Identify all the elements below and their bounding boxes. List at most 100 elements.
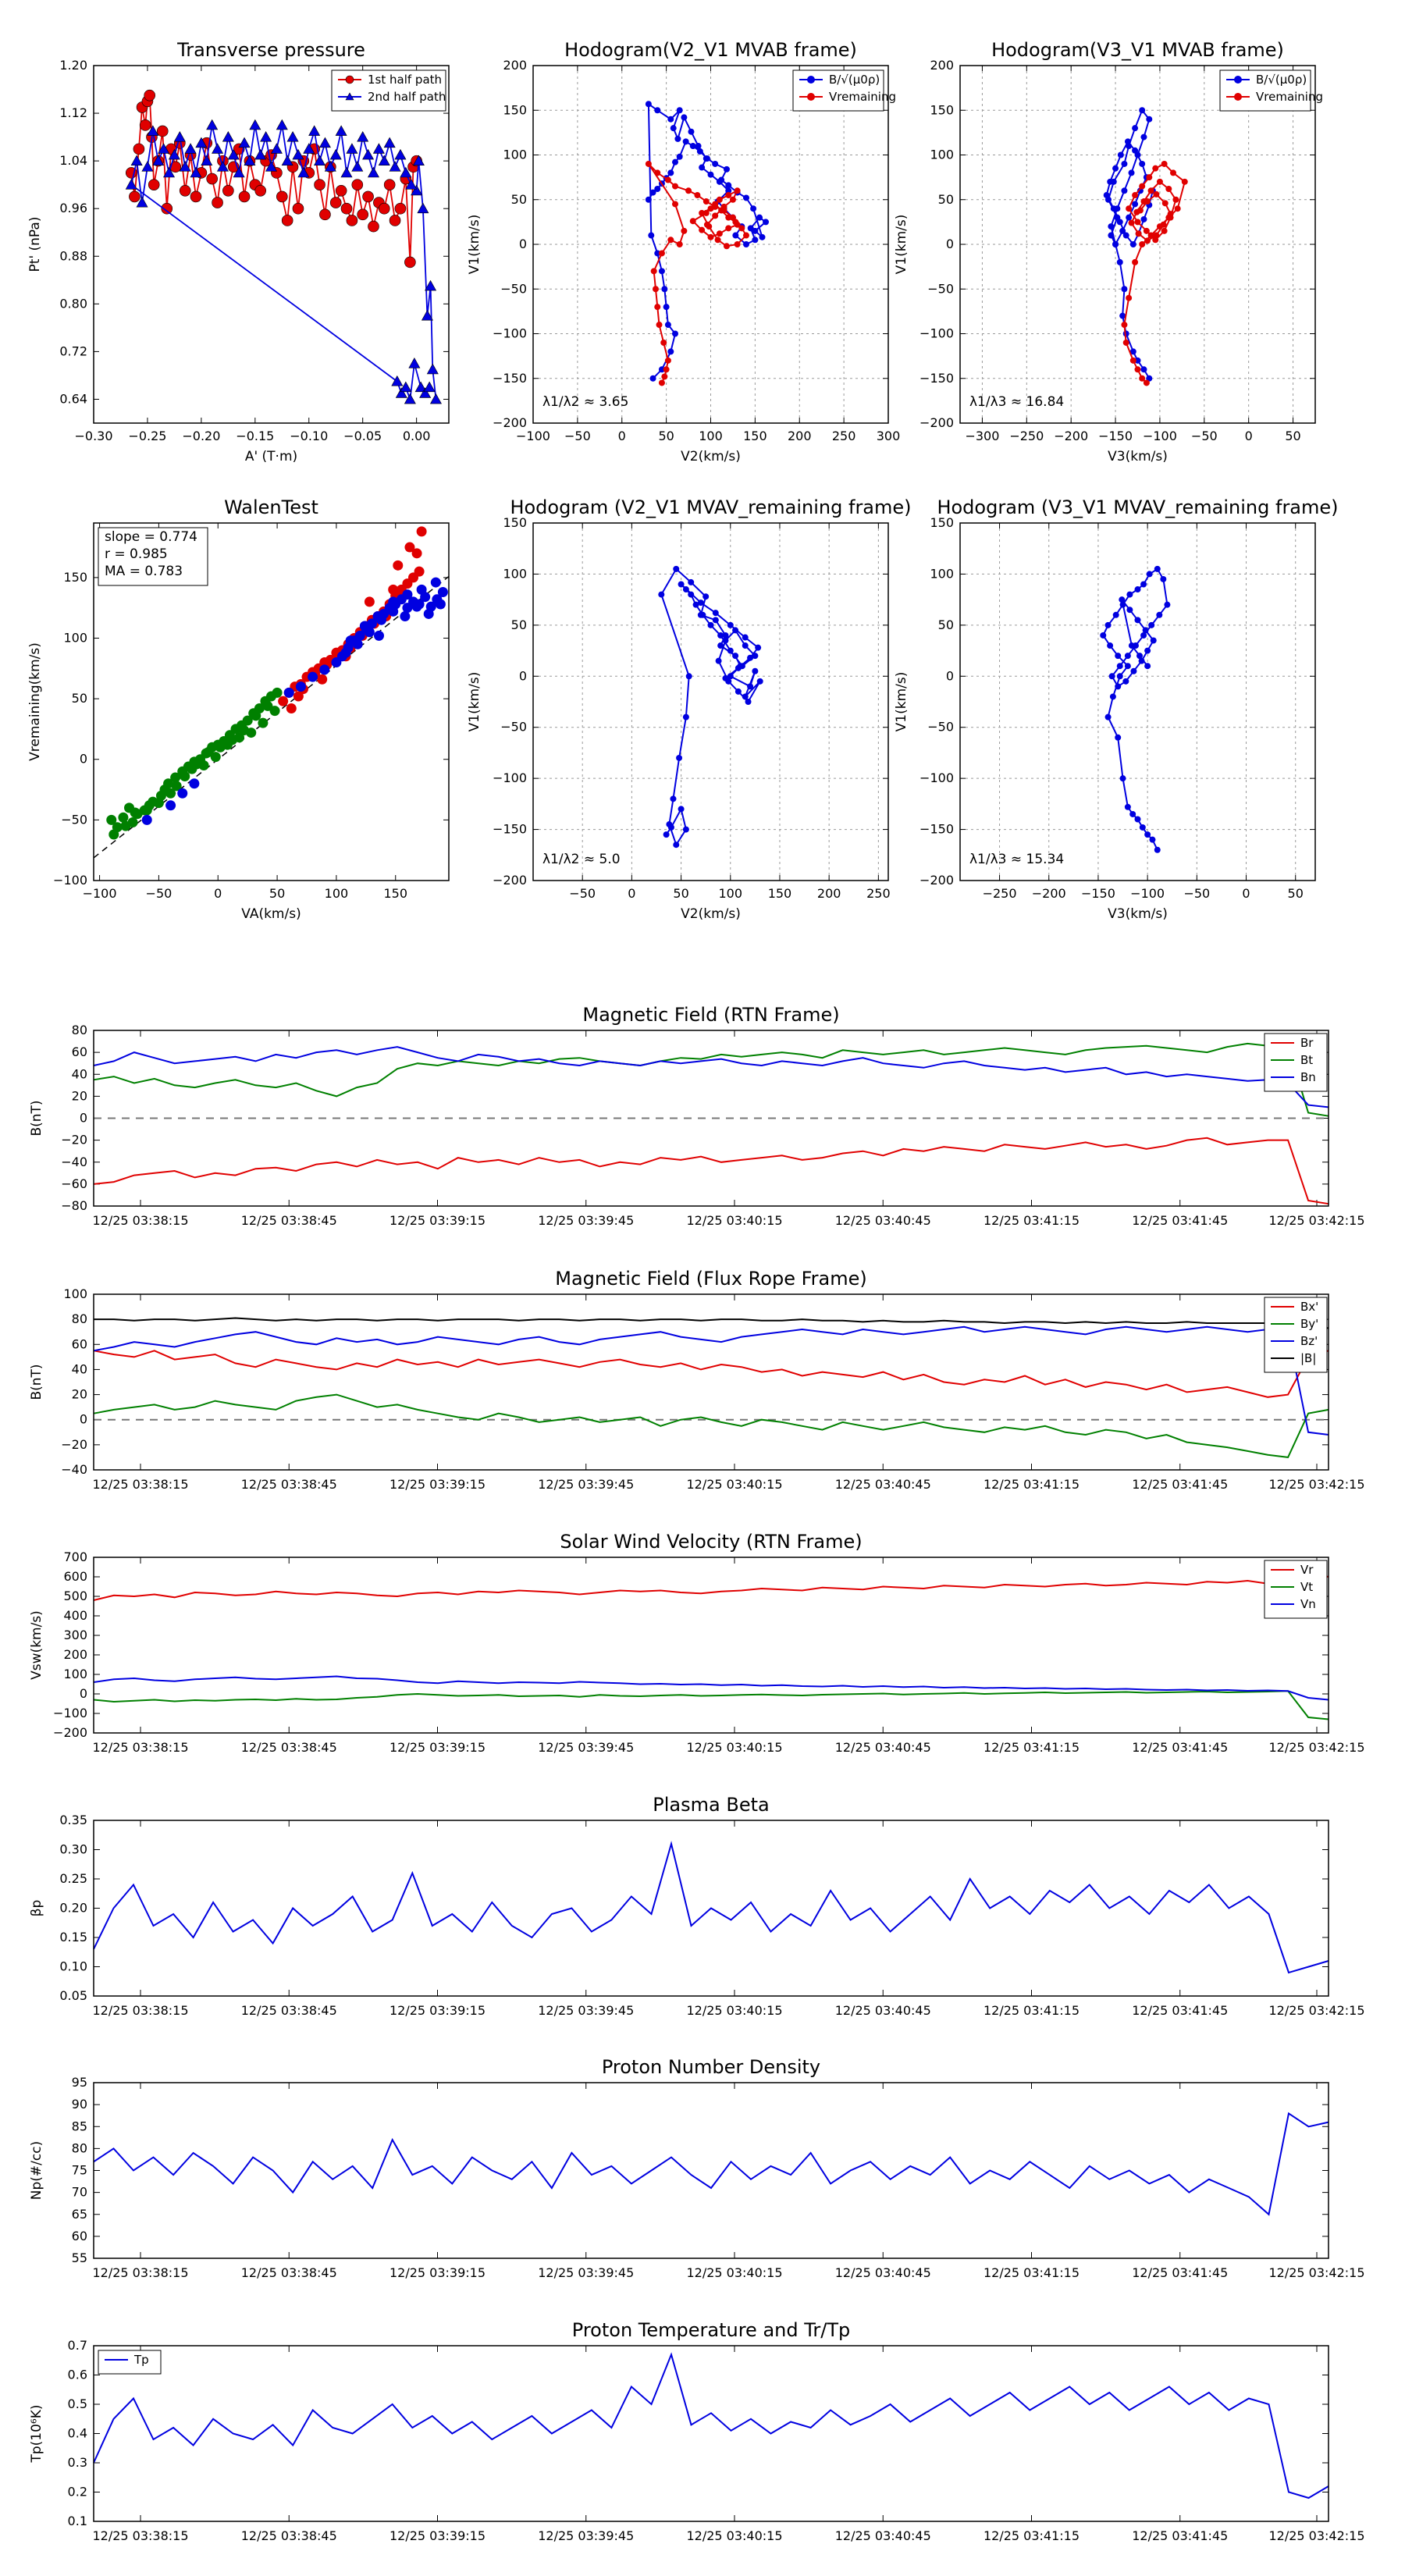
legend-label: Vt — [1300, 1580, 1313, 1594]
y-tick-label: 80 — [72, 1311, 87, 1326]
plot-frame — [93, 1030, 1329, 1207]
data-point — [1112, 611, 1119, 618]
data-point — [133, 143, 145, 155]
y-axis-label: Pt' (nPa) — [27, 217, 43, 272]
data-point — [227, 148, 240, 160]
x-tick-label: 12/25 03:40:15 — [686, 1740, 782, 1755]
data-point — [664, 322, 671, 329]
data-point — [1139, 107, 1146, 114]
data-point — [674, 135, 681, 142]
y-tick-label: −150 — [493, 822, 527, 837]
data-point — [1116, 219, 1123, 226]
data-point — [269, 706, 280, 717]
x-tick-label: 200 — [788, 429, 812, 443]
data-point — [735, 664, 742, 671]
data-point — [697, 600, 704, 607]
y-tick-label: 0.25 — [59, 1871, 87, 1886]
data-point — [226, 735, 237, 745]
data-point — [404, 542, 415, 553]
data-point — [672, 330, 678, 337]
data-point — [1115, 734, 1122, 741]
y-tick-label: 1.04 — [59, 153, 87, 168]
data-point — [212, 197, 223, 208]
legend-label: Vremaining — [1256, 90, 1323, 104]
data-point — [411, 184, 423, 196]
data-point — [1140, 366, 1147, 373]
data-point — [303, 143, 315, 154]
data-point — [394, 148, 407, 160]
y-tick-label: 0 — [946, 668, 954, 683]
data-point — [707, 233, 714, 240]
data-point — [1107, 178, 1114, 185]
y-tick-label: 0.1 — [68, 2514, 87, 2528]
data-point — [430, 577, 441, 588]
x-tick-label: 150 — [768, 886, 792, 901]
y-axis-label: Tp(10⁶K) — [29, 2404, 44, 2463]
chart-title: Magnetic Field (Flux Rope Frame) — [555, 1268, 866, 1290]
y-tick-label: 100 — [63, 1286, 87, 1301]
series-line — [130, 94, 418, 262]
data-point — [676, 153, 683, 160]
x-tick-label: −300 — [965, 429, 999, 443]
data-point — [654, 250, 661, 257]
data-point — [161, 202, 173, 215]
x-tick-label: 50 — [1285, 429, 1300, 443]
data-point — [664, 176, 671, 183]
x-tick-label: −0.25 — [128, 429, 166, 443]
data-point — [1146, 174, 1153, 181]
y-tick-label: 0.10 — [59, 1959, 87, 1974]
data-point — [171, 781, 182, 792]
data-point — [423, 381, 436, 393]
data-point — [712, 160, 719, 167]
y-tick-label: 20 — [72, 1387, 87, 1402]
data-point — [201, 155, 213, 166]
data-point — [163, 166, 176, 178]
y-tick-label: 150 — [930, 515, 954, 530]
data-point — [689, 218, 696, 225]
chart-title: Hodogram (V3_V1 MVAV_remaining frame) — [937, 496, 1338, 518]
x-tick-label: −50 — [564, 429, 591, 443]
y-tick-label: 100 — [503, 566, 527, 581]
chart-tp: Transverse pressure −0.30 −0.25 −0.20 −0.15 −… — [27, 39, 450, 464]
series-line-Bn — [93, 1046, 1329, 1108]
series-line-Br — [93, 1137, 1329, 1205]
data-point — [297, 166, 310, 178]
data-point — [216, 161, 229, 172]
y-tick-label: 100 — [503, 148, 527, 162]
y-tick-label: 100 — [930, 566, 954, 581]
data-point — [667, 169, 674, 176]
ratio-annotation: λ1/λ2 ≈ 3.65 — [542, 394, 628, 410]
y-tick-label: −40 — [61, 1462, 87, 1477]
x-tick-label: −100 — [83, 886, 117, 901]
data-point — [712, 212, 719, 219]
x-tick-label: 12/25 03:41:45 — [1132, 2003, 1228, 2018]
y-tick-label: −50 — [61, 812, 87, 827]
y-tick-label: 70 — [72, 2185, 87, 2200]
y-tick-label: 80 — [72, 2140, 87, 2155]
data-point — [222, 130, 234, 142]
data-point — [1126, 205, 1133, 212]
data-point — [658, 268, 665, 275]
y-tick-label: −200 — [493, 415, 527, 430]
data-point — [732, 232, 739, 239]
data-point — [1134, 219, 1141, 226]
data-point — [1136, 207, 1144, 214]
data-point — [351, 161, 364, 172]
y-tick-label: 150 — [63, 570, 87, 585]
data-point — [393, 560, 404, 571]
legend-label: Br — [1300, 1036, 1314, 1050]
data-point — [1128, 642, 1135, 649]
y-tick-label: 0.64 — [59, 391, 87, 406]
chart-title: Plasma Beta — [653, 1794, 769, 1816]
plot-frame — [93, 522, 450, 881]
data-point — [1119, 775, 1126, 782]
data-point — [673, 565, 680, 572]
x-tick-label: 250 — [832, 429, 856, 443]
data-point — [712, 610, 719, 617]
x-tick-label: 12/25 03:39:45 — [538, 2003, 634, 2018]
y-tick-label: 0 — [80, 1686, 87, 1701]
y-tick-label: 0.5 — [68, 2396, 87, 2411]
data-point — [402, 589, 413, 600]
x-tick-label: 12/25 03:38:15 — [92, 1213, 188, 1228]
x-tick-label: 12/25 03:38:45 — [241, 2265, 337, 2280]
